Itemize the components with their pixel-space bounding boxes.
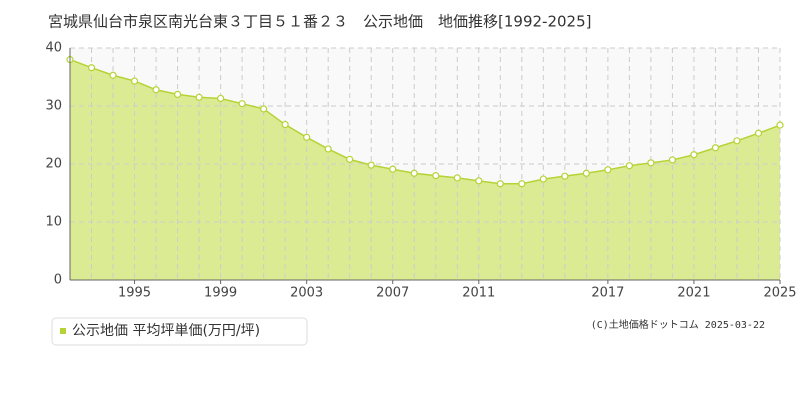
point [346,155,354,163]
point [432,172,440,180]
point [130,77,139,85]
point [475,177,483,185]
point [238,100,246,108]
point [410,169,418,177]
point [776,121,784,129]
point [303,133,311,141]
point [152,86,160,94]
x-tick-label: 2021 [677,286,710,301]
point [582,169,590,177]
chart-title: 宮城県仙台市泉区南光台東３丁目５１番２３ 公示地価 地価推移[1992-2025… [48,13,591,31]
point [647,159,655,167]
y-tick-label: 0 [54,273,62,288]
x-tick-label: 2025 [763,286,796,301]
point [389,165,397,173]
point [518,180,526,188]
point [367,161,375,169]
point [281,120,289,129]
point [173,90,182,99]
point [625,162,633,170]
point [690,151,698,159]
legend-swatch [60,328,66,334]
x-tick-label: 1995 [118,286,151,301]
y-tick-label: 40 [45,41,62,56]
point [754,129,763,137]
x-tick-label: 1999 [204,286,237,301]
x-tick-label: 2017 [591,286,624,301]
legend-label: 公示地価 平均坪単価(万円/坪) [72,323,260,339]
area [70,59,780,280]
point [561,172,569,180]
x-tick-label: 2003 [290,286,323,301]
y-tick-label: 30 [45,99,62,114]
point [496,180,504,188]
x-tick-label: 2007 [376,286,409,301]
y-tick-label: 10 [45,215,62,230]
point [668,156,677,164]
line [69,58,781,185]
point [453,174,461,182]
point [324,145,332,153]
point [260,105,268,113]
point [733,137,741,145]
point [539,175,547,183]
y-tick-label: 20 [45,157,62,172]
credit: (C)土地価格ドットコム 2025-03-22 [591,318,765,331]
legend-box [51,317,308,346]
point [109,71,117,79]
legend: 公示地価 平均坪単価(万円/坪) [51,317,308,346]
point [604,166,612,174]
point [711,144,720,152]
x-tick-label: 2011 [462,286,495,301]
point [87,64,96,72]
point [217,94,225,103]
point [195,93,203,101]
